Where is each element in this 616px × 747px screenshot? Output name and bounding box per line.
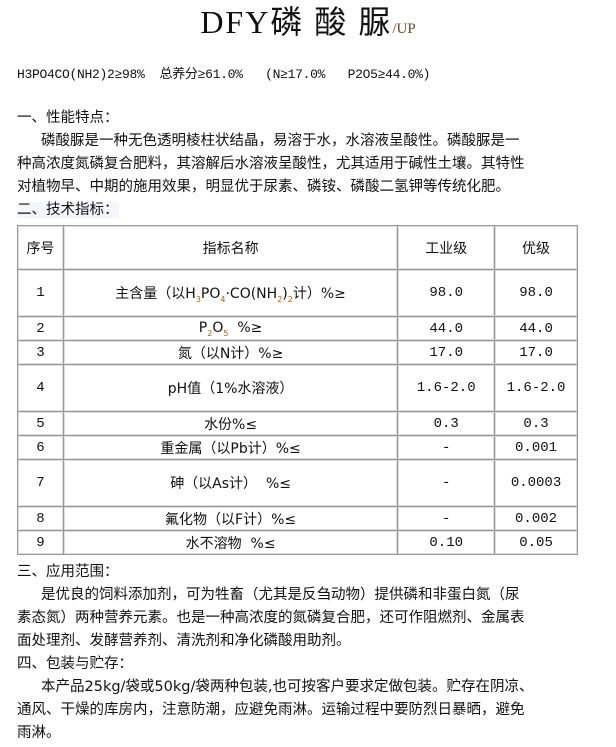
industrial-grade-value: 0.10 bbox=[397, 530, 496, 555]
row-number: 4 bbox=[17, 364, 64, 412]
header-cell: 指标名称 bbox=[62, 225, 399, 270]
row-number: 6 bbox=[17, 435, 64, 460]
indicator-name: 砷（以As计） %≤ bbox=[62, 459, 399, 507]
table-row: 4 pH值（1%水溶液） 1.6-2.0 1.6-2.0 bbox=[17, 364, 578, 412]
table-row: 6 重金属（以Pb计）%≤ -0.001 bbox=[17, 435, 578, 460]
indicator-name: 水份%≤ bbox=[62, 411, 399, 436]
indicator-name: 主含量（以H3PO4·CO(NH2)2计）%≥ bbox=[62, 269, 399, 317]
indicator-name-part: ·CO(NH bbox=[225, 285, 278, 302]
table-row: 2 P2O5 %≥ 44.0 44.0 bbox=[17, 316, 578, 341]
industrial-grade-value: 44.0 bbox=[397, 316, 496, 341]
paragraph-line: 对植物早、中期的施用效果，明显优于尿素、磷铵、磷酸二氢钾等传统化肥。 bbox=[17, 179, 510, 195]
row-number: 8 bbox=[17, 506, 64, 531]
indicator-name: 水不溶物 %≤ bbox=[62, 530, 399, 555]
section-features: 一、性能特点： 磷酸脲是一种无色透明棱柱状结晶，易溶于水，水溶液呈酸性。磷酸脲是… bbox=[17, 107, 592, 222]
indicator-name-part: P bbox=[198, 319, 208, 336]
indicator-name-part: 2 bbox=[207, 328, 213, 338]
indicator-name-part: O bbox=[212, 319, 224, 336]
paragraph-line: 是优良的饲料添加剂，可为牲畜（尤其是反刍动物）提供磷和非蛋白氮（尿 bbox=[41, 587, 520, 603]
industrial-grade-value: 17.0 bbox=[397, 340, 496, 365]
title-suffix: /UP bbox=[392, 21, 416, 37]
row-number: 9 bbox=[17, 530, 64, 555]
spec-table: 序号 指标名称 工业级 优级 1 主含量（以H3PO4·CO(NH2)2计）%≥ 9… bbox=[17, 225, 578, 555]
indicator-name: 重金属（以Pb计）%≤ bbox=[62, 435, 399, 460]
section-heading: 二、技术指标： bbox=[17, 202, 119, 218]
indicator-name-part: 5 bbox=[223, 328, 229, 338]
paragraph-line: 磷酸脲是一种无色透明棱柱状结晶，易溶于水，水溶液呈酸性。磷酸脲是一 bbox=[41, 133, 520, 149]
table-row: 1 主含量（以H3PO4·CO(NH2)2计）%≥ 98.0 98.0 bbox=[17, 269, 578, 317]
industrial-grade-value: - bbox=[397, 459, 496, 507]
header-cell: 优级 bbox=[494, 225, 578, 270]
industrial-grade-value: - bbox=[397, 435, 496, 460]
indicator-name-part: 砷（以As计） %≤ bbox=[170, 476, 291, 492]
premium-grade-value: 1.6-2.0 bbox=[494, 364, 578, 412]
formula-spec: H3PO4CO(NH2)2≥98% 总养分≥61.0% (N≥17.0% P2O… bbox=[17, 67, 431, 82]
industrial-grade-value: 98.0 bbox=[397, 269, 496, 317]
indicator-name: 氟化物（以F计）%≤ bbox=[62, 506, 399, 531]
table-row: 8 氟化物（以F计）%≤ -0.002 bbox=[17, 506, 578, 531]
premium-grade-value: 0.05 bbox=[494, 530, 578, 555]
indicator-name-part: 水份%≤ bbox=[204, 416, 258, 433]
indicator-name-part: 氟化物（以F计）%≤ bbox=[165, 511, 297, 528]
industrial-grade-value: 1.6-2.0 bbox=[397, 364, 496, 412]
table-row: 9 水不溶物 %≤ 0.10 0.05 bbox=[17, 530, 578, 555]
table-row: 7 砷（以As计） %≤ -0.0003 bbox=[17, 459, 578, 507]
industrial-grade-value: - bbox=[397, 506, 496, 531]
premium-grade-value: 0.3 bbox=[494, 411, 578, 436]
premium-grade-value: 44.0 bbox=[494, 316, 578, 341]
paragraph-line: 面处理剂、发酵营养剂、清洗剂和净化磷酸用助剂。 bbox=[17, 633, 351, 649]
table-header-row: 序号 指标名称 工业级 优级 bbox=[17, 225, 578, 270]
paragraph-line: 种高浓度氮磷复合肥料，其溶解后水溶液呈酸性，尤其适用于碱性土壤。其特性 bbox=[17, 156, 525, 172]
indicator-name-part: 主含量（以H bbox=[115, 285, 196, 302]
indicator-name: 氮（以N计）%≥ bbox=[62, 340, 399, 365]
indicator-name-part: ) bbox=[282, 285, 288, 302]
indicator-name-part: 4 bbox=[220, 294, 226, 304]
table-row: 3 氮（以N计）%≥ 17.0 17.0 bbox=[17, 340, 578, 365]
indicator-name-part: 2 bbox=[277, 294, 283, 304]
premium-grade-value: 0.002 bbox=[494, 506, 578, 531]
indicator-name-part: 3 bbox=[195, 294, 201, 304]
indicator-name-part: 氮（以N计）%≥ bbox=[177, 345, 284, 362]
indicator-name-part: PO bbox=[200, 285, 221, 302]
premium-grade-value: 17.0 bbox=[494, 340, 578, 365]
indicator-name-part: %≥ bbox=[228, 319, 263, 336]
page-title: DFY磷 酸 脲/UP bbox=[200, 4, 416, 40]
row-number: 3 bbox=[17, 340, 64, 365]
indicator-name-part: 2 bbox=[287, 294, 293, 304]
section-applications: 三、应用范围： 是优良的饲料添加剂，可为牲畜（尤其是反刍动物）提供磷和非蛋白氮（… bbox=[17, 561, 592, 745]
indicator-name-part: 水不溶物 %≤ bbox=[185, 535, 276, 552]
table-row: 5 水份%≤ 0.3 0.3 bbox=[17, 411, 578, 436]
section-heading: 四、包装与贮存： bbox=[17, 656, 133, 672]
premium-grade-value: 98.0 bbox=[494, 269, 578, 317]
row-number: 5 bbox=[17, 411, 64, 436]
header-cell: 工业级 bbox=[397, 225, 496, 270]
header-cell: 序号 bbox=[17, 225, 64, 270]
row-number: 7 bbox=[17, 459, 64, 507]
paragraph-line: 通风、干燥的库房内，注意防潮，应避免雨淋。运输过程中要防烈日暴晒，避免 bbox=[17, 702, 525, 718]
indicator-name-part: 重金属（以Pb计）%≤ bbox=[160, 440, 301, 457]
indicator-name: P2O5 %≥ bbox=[62, 316, 399, 341]
premium-grade-value: 0.001 bbox=[494, 435, 578, 460]
section-heading: 一、性能特点： bbox=[17, 110, 119, 126]
section-heading: 三、应用范围： bbox=[17, 564, 119, 580]
row-number: 2 bbox=[17, 316, 64, 341]
indicator-name: pH值（1%水溶液） bbox=[62, 364, 399, 412]
row-number: 1 bbox=[17, 269, 64, 317]
indicator-name-part: pH值（1%水溶液） bbox=[167, 381, 294, 397]
premium-grade-value: 0.0003 bbox=[494, 459, 578, 507]
industrial-grade-value: 0.3 bbox=[397, 411, 496, 436]
paragraph-line: 素态氮）两种营养元素。也是一种高浓度的氮磷复合肥，还可作阻燃剂、金属表 bbox=[17, 610, 525, 626]
paragraph-line: 本产品25kg/袋或50kg/袋两种包装,也可按客户要求定做包装。贮存在阴凉、 bbox=[41, 679, 534, 695]
paragraph-line: 雨淋。 bbox=[17, 725, 61, 741]
indicator-name-part: 计）%≥ bbox=[292, 285, 346, 302]
